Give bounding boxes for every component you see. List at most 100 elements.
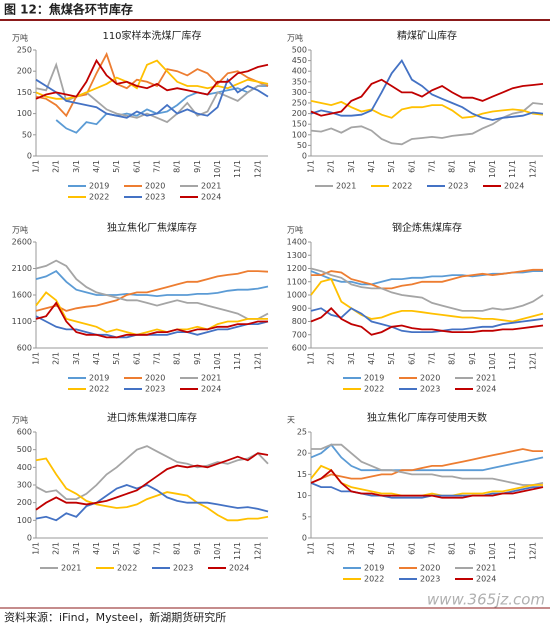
series-line [311,268,543,290]
legend-label: 2021 [476,564,496,573]
y-tick-label: 2100 [12,264,32,273]
series-line [35,452,269,511]
legend-label: 2019 [364,374,384,383]
y-tick-label: 300 [17,481,32,490]
x-tick-label: 3/1 [347,160,356,173]
chart-title: 钢企炼焦煤库存 [392,221,462,234]
legend-label: 2023 [145,193,165,202]
legend-label: 2020 [145,374,165,383]
y-tick-label: 200 [17,498,32,507]
legend-label: 2024 [504,182,524,191]
x-tick-label: 7/1 [428,160,437,173]
y-tick-label: 800 [292,317,307,326]
y-tick-label: 700 [292,330,307,339]
y-tick-label: 0 [27,534,32,543]
legend-label: 2023 [420,575,440,584]
x-tick-label: 1/1 [307,160,316,173]
y-tick-label: 0 [302,534,307,543]
x-tick-label: 12/1 [253,542,262,560]
x-tick-label: 2/1 [52,542,61,555]
series-line [310,448,543,484]
y-tick-label: 100 [292,130,307,139]
x-tick-label: 9/1 [193,542,202,555]
x-tick-label: 4/1 [367,160,376,173]
x-tick-label: 3/1 [72,542,81,555]
series-line [35,269,269,298]
unit-label: 万吨 [12,415,28,425]
x-tick-label: 7/1 [428,542,437,555]
legend-label: 2021 [476,374,496,383]
x-tick-label: 7/1 [153,352,162,365]
x-tick-label: 12/1 [253,160,262,178]
x-tick-label: 3/1 [72,352,81,365]
x-tick-label: 5/1 [387,542,396,555]
watermark: www.365jz.com [427,591,545,609]
legend-label: 2023 [145,385,165,394]
x-tick-label: 10/1 [213,352,222,370]
chart-title: 精煤矿山库存 [397,29,457,42]
x-tick-label: 1/1 [307,352,316,365]
chart-title: 独立焦化厂库存可使用天数 [367,411,487,424]
legend-label: 2020 [420,374,440,383]
x-tick-label: 2/1 [327,542,336,555]
x-tick-label: 2/1 [327,160,336,173]
x-tick-label: 6/1 [407,160,416,173]
x-tick-label: 12/1 [528,542,537,560]
x-tick-label: 11/1 [233,352,242,370]
x-tick-label: 8/1 [173,160,182,173]
x-tick-label: 8/1 [173,542,182,555]
x-tick-label: 5/1 [112,352,121,365]
series-line [310,58,544,121]
chart-title: 独立焦化厂焦煤库存 [107,221,197,234]
x-tick-label: 11/1 [508,542,517,560]
y-tick-label: 400 [17,463,32,472]
series-line [310,278,544,323]
x-tick-label: 9/1 [468,542,477,555]
legend-label: 2024 [476,385,496,394]
y-tick-label: 1600 [12,291,32,300]
x-tick-label: 11/1 [508,352,517,370]
x-tick-label: 9/1 [468,160,477,173]
x-tick-label: 5/1 [112,542,121,555]
y-tick-label: 1200 [287,264,307,273]
y-tick-label: 15 [297,470,307,479]
series-line [310,464,543,497]
x-tick-label: 2/1 [52,352,61,365]
x-tick-label: 4/1 [92,542,101,555]
y-tick-label: 50 [297,141,307,150]
y-tick-label: 20 [297,449,307,458]
x-tick-label: 2/1 [52,160,61,173]
x-tick-label: 1/1 [32,352,41,365]
x-tick-label: 3/1 [347,352,356,365]
legend-label: 2024 [229,564,249,573]
series-line [35,77,269,119]
y-tick-label: 500 [292,46,307,55]
series-line [310,443,544,472]
y-tick-label: 400 [292,67,307,76]
x-tick-label: 6/1 [407,352,416,365]
y-tick-label: 50 [22,130,32,139]
x-tick-label: 4/1 [367,542,376,555]
x-tick-label: 10/1 [488,352,497,370]
y-tick-label: 0 [302,152,307,161]
x-tick-label: 11/1 [233,160,242,178]
x-tick-label: 12/1 [528,160,537,178]
y-tick-label: 5 [302,512,307,521]
series-line [35,457,269,522]
x-tick-label: 1/1 [32,542,41,555]
legend-label: 2024 [476,575,496,584]
y-tick-label: 350 [292,77,307,86]
series-line [310,468,544,499]
chart-title: 110家样本洗煤厂库存 [102,29,201,42]
legend-label: 2020 [420,564,440,573]
legend-label: 2021 [336,182,356,191]
legend-label: 2024 [201,193,221,202]
series-line [310,267,544,312]
x-tick-label: 12/1 [528,352,537,370]
x-tick-label: 6/1 [132,542,141,555]
legend-label: 2023 [448,182,468,191]
y-tick-label: 1100 [287,277,307,286]
series-line [35,301,268,339]
series-line [310,100,544,119]
